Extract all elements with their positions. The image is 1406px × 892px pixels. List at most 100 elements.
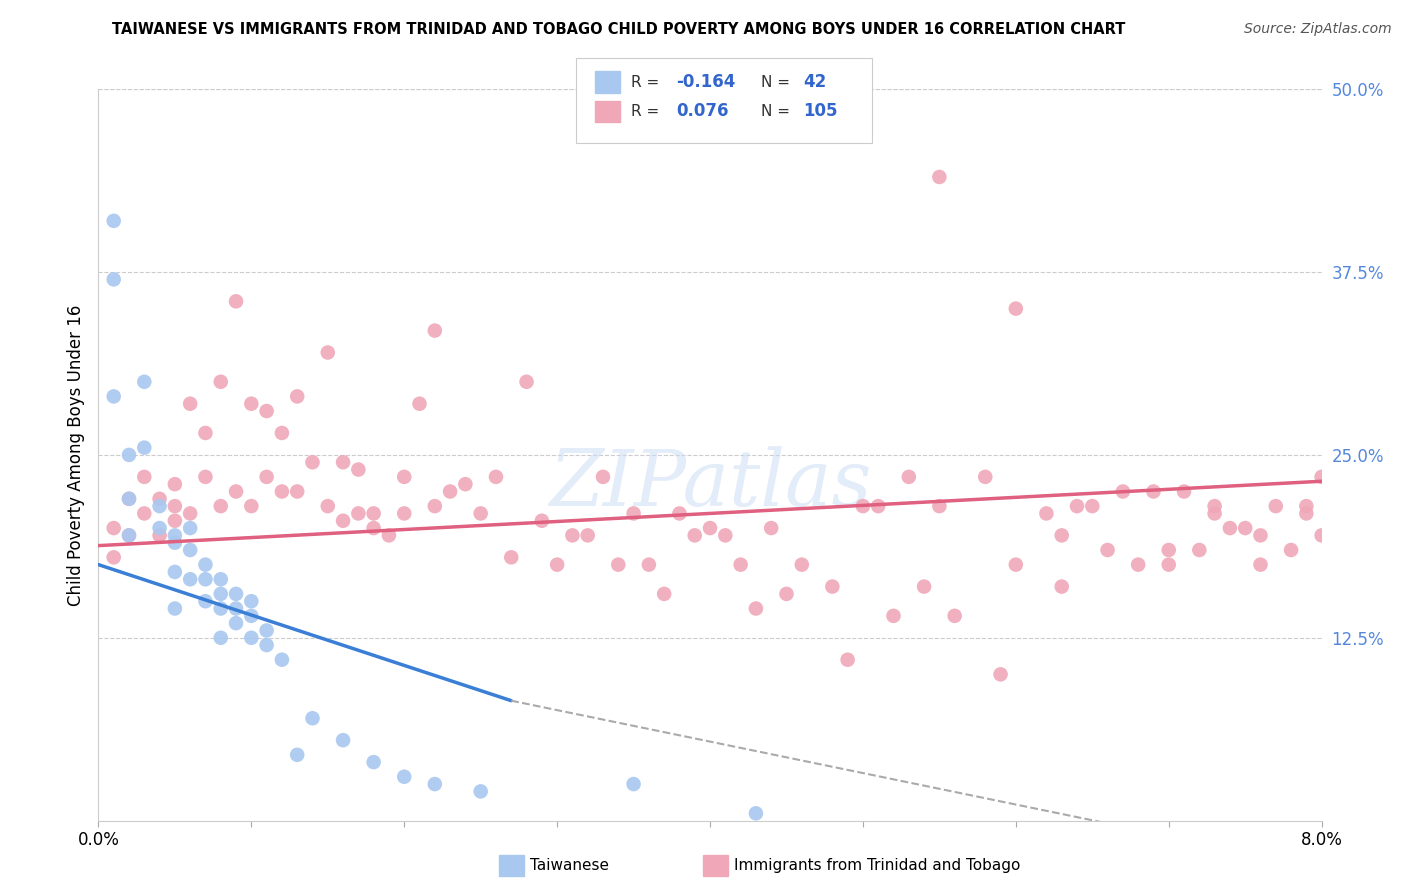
Point: [240, 631, 263, 645]
Point: [1004, 558, 1026, 572]
Point: [730, 558, 752, 572]
Point: [990, 667, 1012, 681]
Point: [194, 558, 217, 572]
Point: [225, 294, 247, 309]
Point: [470, 507, 492, 521]
Point: [1050, 528, 1073, 542]
Point: [163, 528, 186, 542]
Point: [897, 470, 920, 484]
Point: [163, 499, 186, 513]
Point: [270, 425, 294, 440]
Point: [194, 470, 217, 484]
Point: [1204, 499, 1226, 513]
Point: [103, 550, 125, 565]
Point: [316, 345, 339, 359]
Point: [714, 528, 737, 542]
Point: [179, 543, 201, 558]
Point: [852, 499, 875, 513]
Point: [1234, 521, 1257, 535]
Point: [194, 425, 217, 440]
Point: [270, 484, 294, 499]
Point: [759, 521, 782, 535]
Point: [652, 587, 675, 601]
Point: [1219, 521, 1241, 535]
Point: [209, 601, 232, 615]
Point: [134, 441, 156, 455]
Text: ZIPatlas: ZIPatlas: [548, 446, 872, 523]
Text: Taiwanese: Taiwanese: [530, 858, 609, 872]
Point: [439, 484, 461, 499]
Point: [576, 528, 599, 542]
Point: [1204, 507, 1226, 521]
Point: [118, 491, 141, 506]
Point: [1157, 543, 1180, 558]
Point: [592, 470, 614, 484]
Point: [209, 587, 232, 601]
Point: [423, 324, 446, 338]
Point: [347, 462, 370, 476]
Point: [1157, 558, 1180, 572]
Point: [1128, 558, 1150, 572]
Point: [363, 755, 385, 769]
Point: [1249, 558, 1271, 572]
Point: [209, 572, 232, 586]
Point: [683, 528, 706, 542]
Point: [118, 528, 141, 542]
Point: [225, 601, 247, 615]
Point: [423, 499, 446, 513]
Point: [134, 375, 156, 389]
Point: [256, 624, 278, 638]
Text: R =: R =: [631, 75, 665, 89]
Point: [821, 580, 844, 594]
Point: [163, 535, 186, 549]
Point: [256, 638, 278, 652]
Point: [149, 521, 172, 535]
Point: [392, 507, 416, 521]
Point: [1310, 528, 1333, 542]
Point: [225, 616, 247, 631]
Point: [745, 806, 768, 821]
Text: Source: ZipAtlas.com: Source: ZipAtlas.com: [1244, 22, 1392, 37]
Point: [285, 389, 308, 403]
Point: [1295, 507, 1317, 521]
Point: [149, 491, 172, 506]
Point: [103, 389, 125, 403]
Point: [316, 499, 339, 513]
Point: [1066, 499, 1088, 513]
Text: N =: N =: [761, 75, 794, 89]
Point: [1050, 580, 1073, 594]
Point: [470, 784, 492, 798]
Point: [943, 608, 966, 623]
Point: [194, 572, 217, 586]
Point: [423, 777, 446, 791]
Point: [240, 608, 263, 623]
Point: [103, 214, 125, 228]
Point: [285, 484, 308, 499]
Point: [347, 507, 370, 521]
Point: [637, 558, 661, 572]
Point: [392, 470, 416, 484]
Point: [378, 528, 401, 542]
Point: [209, 375, 232, 389]
Point: [179, 572, 201, 586]
Point: [1097, 543, 1119, 558]
Point: [103, 272, 125, 286]
Point: [868, 499, 890, 513]
Text: 0.076: 0.076: [676, 103, 728, 120]
Point: [516, 375, 538, 389]
Point: [928, 169, 950, 184]
Point: [163, 477, 186, 491]
Point: [561, 528, 583, 542]
Point: [1035, 507, 1057, 521]
Point: [912, 580, 935, 594]
Point: [1264, 499, 1286, 513]
Text: 42: 42: [803, 73, 827, 91]
Point: [485, 470, 508, 484]
Point: [118, 491, 141, 506]
Point: [163, 565, 186, 579]
Point: [332, 514, 354, 528]
Point: [256, 404, 278, 418]
Point: [790, 558, 813, 572]
Point: [332, 733, 354, 747]
Point: [699, 521, 721, 535]
